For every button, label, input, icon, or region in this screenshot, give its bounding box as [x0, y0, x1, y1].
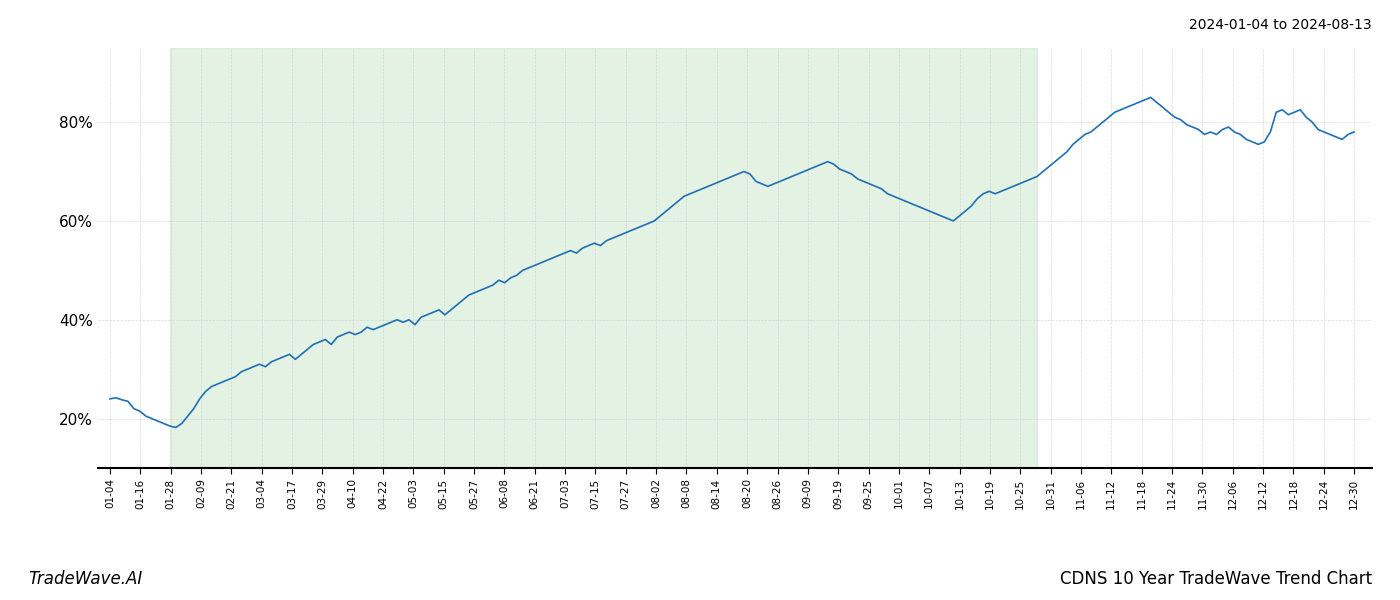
- Text: TradeWave.AI: TradeWave.AI: [28, 570, 143, 588]
- Bar: [169, 48, 1037, 468]
- Text: 2024-01-04 to 2024-08-13: 2024-01-04 to 2024-08-13: [1190, 18, 1372, 32]
- Text: CDNS 10 Year TradeWave Trend Chart: CDNS 10 Year TradeWave Trend Chart: [1060, 570, 1372, 588]
